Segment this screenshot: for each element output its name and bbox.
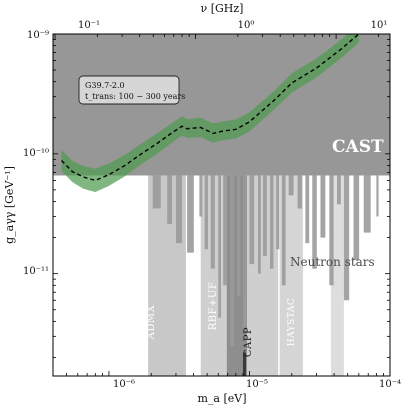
- y-tick-label-1e-9: 10⁻⁹: [27, 30, 49, 41]
- exclusion-region-quax: [330, 175, 344, 376]
- x-tick-label-1e-5: 10⁻⁵: [246, 379, 268, 390]
- uncertainty-band: [61, 34, 359, 193]
- x-tick-label-1e-4: 10⁻⁴: [379, 379, 401, 390]
- y-tick-label-1e-10: 10⁻¹⁰: [23, 148, 49, 159]
- capp-label: CAPP: [243, 327, 254, 357]
- haystac-label: HAYSTAC: [287, 298, 297, 347]
- cast-label: CAST: [332, 137, 384, 157]
- axis-ticks: [52, 33, 391, 376]
- plot-frame: [52, 33, 391, 377]
- neutron-stars-label: Neutron stars: [290, 255, 375, 269]
- neutron-star-region: [152, 175, 379, 346]
- top-tick-label-1: 10⁰: [238, 20, 255, 31]
- top-tick-label-0.1: 10⁻¹: [78, 20, 100, 31]
- central-limit-line: [61, 34, 360, 182]
- band-layer: [61, 34, 360, 193]
- quax-label: QUAX: [346, 327, 356, 357]
- neutron-star-layer: [152, 175, 379, 346]
- rbf-uf-label: RBF+UF: [208, 282, 219, 331]
- capp-dark-strip: [242, 352, 246, 376]
- x-tick-label-1e-6: 10⁻⁶: [113, 379, 135, 390]
- annotation-source: G39.7-2.0: [85, 81, 125, 90]
- top-axis-label: ν [GHz]: [201, 2, 244, 15]
- x-axis-label: m_a [eV]: [197, 392, 246, 405]
- y-axis-label: g_aγγ [GeV⁻¹]: [3, 166, 16, 244]
- y-tick-label-1e-11: 10⁻¹¹: [23, 266, 49, 277]
- top-tick-label-10: 10¹: [371, 20, 388, 31]
- annotation-box: G39.7-2.0 t_trans: 100 − 300 years: [78, 75, 185, 105]
- annotation-timescale: t_trans: 100 − 300 years: [85, 92, 185, 101]
- admx-label: ADMX: [146, 304, 157, 340]
